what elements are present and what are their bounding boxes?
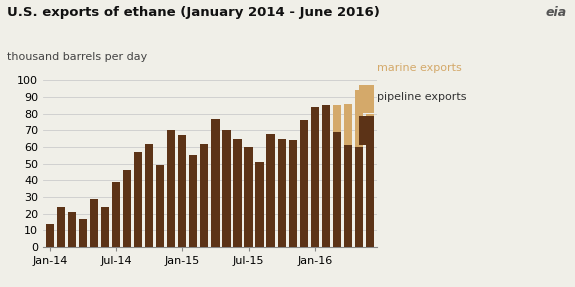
Bar: [266, 134, 275, 247]
Text: pipeline exports: pipeline exports: [377, 92, 466, 102]
Bar: [355, 90, 363, 147]
Bar: [45, 224, 54, 247]
Bar: [200, 144, 209, 247]
Text: U.S. exports of ethane (January 2014 - June 2016): U.S. exports of ethane (January 2014 - J…: [7, 6, 380, 19]
Bar: [244, 147, 252, 247]
Bar: [156, 165, 164, 247]
Bar: [189, 155, 197, 247]
Bar: [344, 104, 352, 145]
Bar: [57, 207, 65, 247]
Bar: [167, 130, 175, 247]
Bar: [289, 140, 297, 247]
Bar: [233, 139, 242, 247]
Bar: [101, 207, 109, 247]
Bar: [366, 114, 374, 144]
Bar: [344, 145, 352, 247]
Bar: [112, 182, 120, 247]
Bar: [278, 139, 286, 247]
Bar: [333, 132, 341, 247]
Text: marine exports: marine exports: [377, 63, 461, 73]
Bar: [255, 162, 264, 247]
Bar: [90, 199, 98, 247]
Bar: [300, 120, 308, 247]
Text: thousand barrels per day: thousand barrels per day: [7, 52, 148, 62]
Bar: [134, 152, 142, 247]
Bar: [123, 170, 131, 247]
Text: eia: eia: [545, 6, 566, 19]
Bar: [321, 105, 330, 247]
Bar: [211, 119, 220, 247]
Bar: [145, 144, 154, 247]
Bar: [333, 105, 341, 132]
Bar: [68, 212, 76, 247]
Bar: [366, 144, 374, 247]
Bar: [310, 107, 319, 247]
Bar: [223, 130, 231, 247]
Bar: [355, 147, 363, 247]
Bar: [79, 218, 87, 247]
Bar: [178, 135, 186, 247]
